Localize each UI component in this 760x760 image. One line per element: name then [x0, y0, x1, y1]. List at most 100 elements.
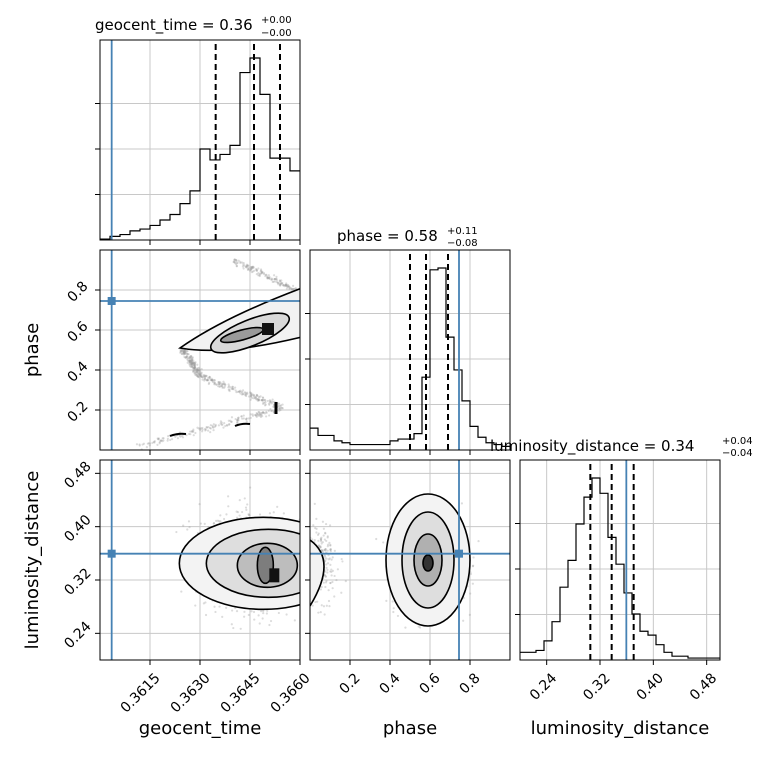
- scatter-point: [249, 267, 253, 270]
- scatter-point: [301, 591, 303, 593]
- scatter-point: [234, 389, 237, 392]
- scatter-point: [331, 587, 334, 590]
- scatter-point: [264, 400, 267, 404]
- scatter-point: [250, 392, 253, 395]
- scatter-point: [212, 522, 216, 525]
- scatter-point: [259, 411, 262, 414]
- scatter-point: [162, 439, 165, 442]
- scatter-point: [187, 356, 190, 360]
- scatter-point: [270, 402, 273, 405]
- scatter-point: [188, 525, 191, 529]
- scatter-point: [227, 419, 230, 422]
- scatter-point: [192, 430, 195, 434]
- scatter-point: [188, 360, 191, 363]
- scatter-point: [268, 403, 271, 406]
- scatter-point: [323, 574, 327, 577]
- scatter-point: [196, 363, 199, 366]
- scatter-point: [235, 262, 238, 265]
- scatter-point: [179, 350, 182, 353]
- scatter-point: [326, 536, 329, 539]
- scatter-point: [193, 364, 197, 367]
- xtick-label-geocent_time-0: 0.3615: [118, 670, 164, 716]
- scatter-point: [280, 282, 283, 285]
- scatter-point: [302, 298, 304, 300]
- scatter-point: [305, 611, 307, 613]
- scatter-point: [225, 423, 229, 427]
- scatter-point: [324, 575, 328, 578]
- scatter-point: [264, 275, 267, 278]
- scatter-point: [245, 266, 248, 269]
- title-lum-plus: +0.04: [722, 436, 753, 447]
- scatter-point: [251, 393, 255, 396]
- scatter-point: [257, 411, 261, 414]
- scatter-point: [241, 389, 245, 392]
- title-phase-minus: −0.08: [447, 238, 478, 249]
- scatter-point: [199, 522, 203, 525]
- scatter-point: [319, 540, 323, 543]
- scatter-point: [251, 270, 255, 273]
- scatter-point: [255, 269, 259, 272]
- scatter-point: [217, 381, 220, 384]
- scatter-point: [198, 373, 201, 377]
- scatter-point: [250, 395, 253, 398]
- scatter-point: [196, 371, 199, 374]
- scatter-point: [323, 538, 326, 541]
- xtick-label-luminosity_distance-0: 0.24: [527, 670, 560, 703]
- scatter-point: [235, 260, 238, 263]
- scatter-point: [279, 281, 282, 284]
- scatter-point: [183, 351, 186, 355]
- scatter-point: [259, 395, 262, 398]
- scatter-point: [247, 395, 251, 398]
- scatter-point: [273, 278, 276, 281]
- scatter-point: [225, 606, 228, 609]
- scatter-point: [312, 293, 314, 295]
- scatter-point: [259, 272, 262, 275]
- scatter-point: [233, 260, 236, 263]
- scatter-point: [312, 298, 314, 300]
- scatter-point: [206, 378, 209, 382]
- scatter-point: [205, 379, 208, 382]
- scatter-point: [268, 400, 272, 403]
- scatter-point: [219, 420, 222, 423]
- scatter-point: [159, 439, 162, 442]
- scatter-point: [307, 300, 309, 302]
- scatter-point: [193, 366, 196, 369]
- scatter-point: [166, 437, 169, 440]
- scatter-point: [193, 364, 196, 368]
- scatter-point: [192, 361, 195, 364]
- scatter-point: [253, 618, 256, 621]
- scatter-point: [193, 371, 196, 375]
- scatter-point: [256, 394, 259, 397]
- scatter-point: [269, 401, 272, 404]
- scatter-point: [308, 296, 310, 298]
- scatter-point: [235, 265, 238, 268]
- scatter-point: [231, 385, 234, 388]
- scatter-point: [301, 289, 303, 291]
- scatter-point: [205, 426, 208, 429]
- scatter-point: [189, 355, 193, 358]
- scatter-point: [265, 612, 268, 615]
- scatter-point: [301, 561, 303, 563]
- scatter-point: [230, 387, 234, 390]
- scatter-point: [285, 287, 288, 290]
- scatter-point: [232, 388, 235, 391]
- scatter-point: [204, 428, 207, 431]
- scatter-point: [326, 549, 329, 552]
- scatter-point: [200, 375, 203, 378]
- scatter-point: [246, 391, 249, 394]
- scatter-point: [242, 417, 245, 420]
- scatter-point: [236, 419, 239, 422]
- scatter-point: [258, 274, 261, 278]
- scatter-point: [188, 360, 191, 364]
- scatter-point: [220, 384, 223, 388]
- scatter-point: [300, 291, 302, 293]
- scatter-point: [319, 537, 322, 540]
- scatter-point: [241, 261, 244, 264]
- scatter-point: [269, 619, 273, 623]
- scatter-point: [462, 619, 465, 622]
- scatter-point: [206, 379, 209, 382]
- scatter-point: [201, 426, 204, 430]
- scatter-point: [184, 352, 187, 355]
- scatter-point: [329, 550, 332, 553]
- scatter-point: [189, 360, 193, 364]
